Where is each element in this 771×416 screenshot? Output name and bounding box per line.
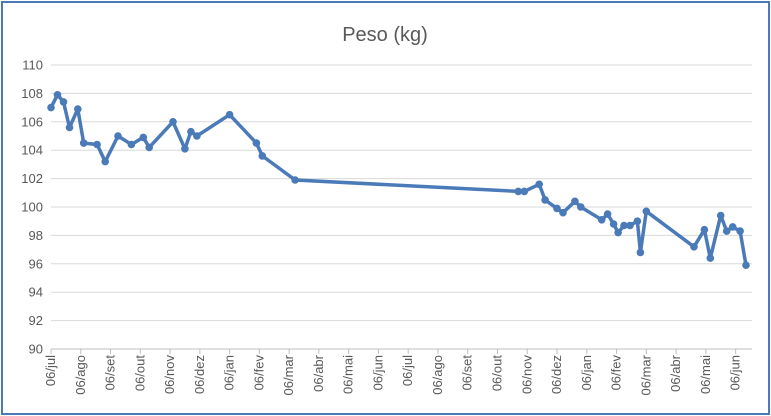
y-tick-label: 110 xyxy=(22,58,43,73)
y-tick-label: 106 xyxy=(21,114,43,129)
data-point xyxy=(535,180,543,189)
data-point xyxy=(127,140,136,149)
x-tick-label: 06/out xyxy=(132,355,147,392)
data-point xyxy=(700,225,709,234)
data-point xyxy=(571,197,579,206)
x-tick-label: 06/jun xyxy=(370,355,385,390)
data-point xyxy=(559,208,567,217)
x-tick-label: 06/mar xyxy=(281,354,296,395)
x-tick-label: 06/nov xyxy=(519,355,534,395)
data-point xyxy=(642,207,651,216)
y-tick-label: 92 xyxy=(29,313,43,328)
gridlines xyxy=(51,64,752,322)
x-axis-tick-labels: 06/jul 06/ago 06/set 06/out 06/nov 06/dez 06/j… xyxy=(43,354,743,395)
data-point xyxy=(690,243,698,251)
data-point xyxy=(716,211,725,220)
x-tick-label: 06/nov xyxy=(162,355,177,395)
y-tick-label: 104 xyxy=(21,143,43,158)
x-tick-label: 06/ago xyxy=(73,355,88,395)
x-tick-label: 06/dez xyxy=(549,355,564,394)
series-line xyxy=(49,93,748,267)
x-tick-label: 06/abr xyxy=(668,354,683,392)
data-point xyxy=(636,248,645,257)
data-point xyxy=(65,123,74,132)
data-point xyxy=(181,145,189,153)
data-point xyxy=(620,221,628,230)
x-tick-label: 06/out xyxy=(489,355,504,392)
data-point xyxy=(722,227,731,235)
data-point xyxy=(541,196,549,204)
data-point xyxy=(626,221,634,230)
data-point xyxy=(139,133,148,142)
x-tick-label: 06/mai xyxy=(341,355,356,394)
data-point xyxy=(577,203,585,211)
data-point xyxy=(114,132,122,140)
y-axis-tick-labels: 90 92 94 96 98 100 102 104 106 108 110 xyxy=(21,58,43,357)
x-tick-label: 06/fev xyxy=(251,355,266,391)
x-tick-label: 06/fev xyxy=(609,355,624,391)
data-point xyxy=(633,217,642,225)
data-point xyxy=(193,132,201,140)
data-point xyxy=(101,157,109,166)
data-point xyxy=(291,176,299,184)
data-point xyxy=(47,103,55,112)
data-point xyxy=(53,91,62,99)
data-point xyxy=(553,204,561,213)
y-tick-label: 100 xyxy=(21,200,43,215)
x-tick-label: 06/jul xyxy=(400,355,415,386)
x-tick-label: 06/jun xyxy=(728,355,743,390)
data-point xyxy=(258,152,267,160)
data-point xyxy=(609,220,618,228)
x-tick-label: 06/jan xyxy=(579,355,594,390)
data-point xyxy=(728,223,737,231)
data-point xyxy=(187,127,195,136)
data-point xyxy=(252,139,261,147)
data-point xyxy=(520,187,529,196)
data-point xyxy=(742,261,750,270)
x-tick-label: 06/mar xyxy=(638,354,653,395)
x-tick-label: 06/jul xyxy=(43,355,58,386)
y-tick-label: 98 xyxy=(29,228,43,243)
x-tick-label: 06/abr xyxy=(311,354,326,392)
data-point xyxy=(603,210,612,218)
data-point xyxy=(169,118,177,126)
data-point xyxy=(79,139,88,147)
y-tick-label: 108 xyxy=(21,86,43,101)
data-point xyxy=(706,254,715,262)
data-point xyxy=(74,105,82,113)
y-tick-label: 94 xyxy=(29,285,43,300)
data-series xyxy=(47,91,750,270)
y-tick-label: 96 xyxy=(29,256,43,271)
x-tick-label: 06/jan xyxy=(222,355,237,390)
axes xyxy=(50,348,752,354)
data-point xyxy=(145,143,153,152)
chart-title: Peso (kg) xyxy=(342,24,428,46)
x-tick-label: 06/set xyxy=(460,355,475,391)
y-tick-label: 102 xyxy=(21,171,43,186)
data-point xyxy=(614,228,622,237)
x-tick-label: 06/ago xyxy=(430,355,445,395)
data-point xyxy=(514,187,523,196)
data-point xyxy=(225,110,234,119)
x-tick-label: 06/dez xyxy=(192,355,207,394)
data-point xyxy=(597,216,606,224)
data-point xyxy=(59,98,68,106)
x-tick-label: 06/set xyxy=(103,355,118,391)
x-tick-label: 06/mai xyxy=(698,355,713,394)
data-point xyxy=(93,140,101,149)
line-chart: Peso (kg) 90 92 94 96 98 100 102 104 106 108 110 0… xyxy=(21,24,752,395)
data-point xyxy=(736,227,744,235)
y-tick-label: 90 xyxy=(29,342,43,357)
